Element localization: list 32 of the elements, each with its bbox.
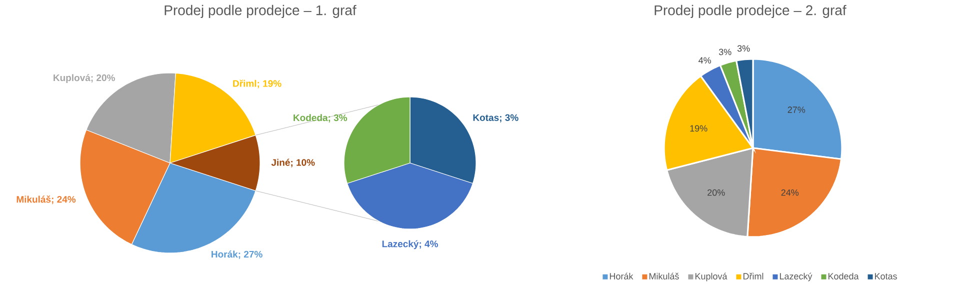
legend-label: Kotas — [875, 273, 897, 280]
data-label: ; 27% — [238, 250, 262, 259]
legend-label: Lazecký — [780, 272, 812, 282]
legend-label: Kuplová — [695, 272, 728, 282]
data-label: 24% — [781, 189, 799, 196]
data-label: ; 10% — [291, 159, 315, 168]
data-label: ; 19% — [258, 80, 282, 88]
data-label: ; 3% — [328, 114, 348, 122]
slice-label: Kodeda — [294, 114, 328, 122]
data-label: ; 24% — [52, 196, 76, 204]
data-label: 27% — [788, 106, 806, 113]
slice-label: Mikuláš — [16, 196, 51, 203]
legend-label: Horák — [610, 272, 634, 280]
data-label: 3% — [718, 48, 732, 56]
legend-label: Mikuláš — [649, 272, 679, 280]
data-label: 19% — [690, 125, 708, 132]
chart-title: Prodej podle prodejce – 1. graf — [164, 4, 356, 18]
legend-label: Dřiml — [743, 272, 764, 280]
data-label: ; 3% — [500, 114, 518, 122]
data-label: 4% — [698, 57, 712, 64]
slice-label: Dřiml — [233, 80, 256, 87]
chart-title: Prodej podle prodejce – 2. graf — [654, 4, 846, 18]
slice-label: Jiné — [271, 158, 290, 166]
slice-label: Kuplová — [54, 74, 90, 84]
slice-label: Kotas — [473, 114, 499, 121]
data-label: ; 4% — [420, 240, 438, 249]
data-label: 20% — [708, 189, 725, 196]
slice-label: Lazecký — [382, 240, 419, 250]
data-label: ; 20% — [91, 74, 115, 83]
legend-label: Kodeda — [828, 272, 859, 280]
data-label: 3% — [737, 45, 750, 52]
slice-label: Horák — [212, 250, 238, 258]
